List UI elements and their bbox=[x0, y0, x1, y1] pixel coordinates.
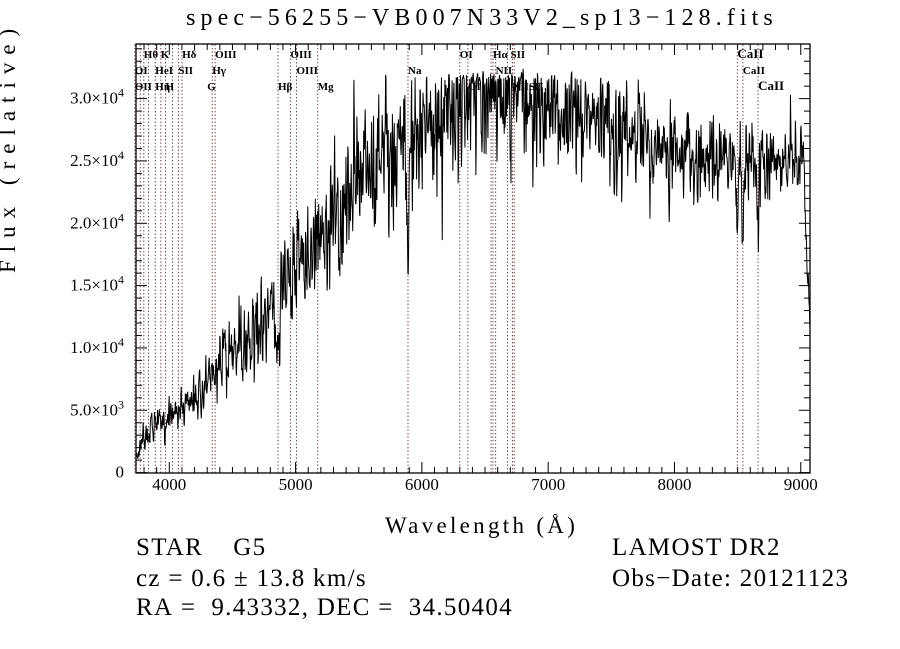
svg-text:8000: 8000 bbox=[658, 475, 692, 494]
svg-text:2.0×104: 2.0×104 bbox=[70, 210, 124, 232]
svg-text:5.0×103: 5.0×103 bbox=[70, 397, 124, 419]
svg-text:6000: 6000 bbox=[405, 475, 439, 494]
svg-text:3.0×104: 3.0×104 bbox=[70, 86, 124, 108]
svg-text:7000: 7000 bbox=[531, 475, 565, 494]
svg-text:4000: 4000 bbox=[152, 475, 186, 494]
svg-text:5000: 5000 bbox=[279, 475, 313, 494]
svg-text:0: 0 bbox=[116, 463, 125, 482]
svg-text:1.5×104: 1.5×104 bbox=[70, 273, 124, 295]
svg-text:2.5×104: 2.5×104 bbox=[70, 148, 124, 170]
svg-text:9000: 9000 bbox=[784, 475, 818, 494]
svg-text:1.0×104: 1.0×104 bbox=[70, 335, 124, 357]
